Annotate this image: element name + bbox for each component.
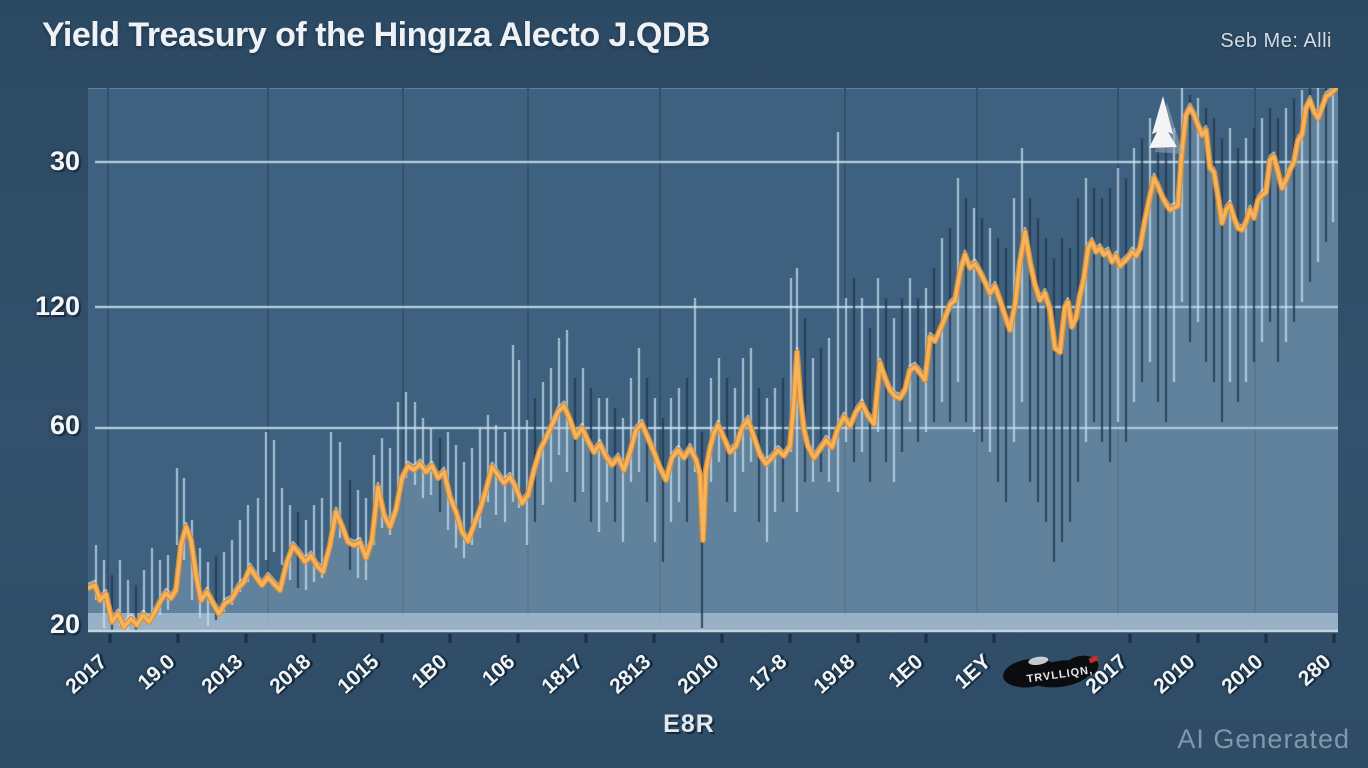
plot-area — [88, 88, 1338, 632]
header-note: Seb Me: Alli — [1220, 30, 1332, 52]
y-tick-label: 30 — [49, 146, 80, 176]
y-tick-label: 20 — [49, 609, 80, 639]
page-title: Yield Treasury of the Hingıza Alecto J.Q… — [42, 16, 710, 54]
axis-blob-sticker: TRVLLIQN, — [1003, 655, 1099, 688]
blob-red-accent — [1088, 655, 1099, 664]
arrow-up-icon — [1149, 96, 1177, 148]
axis-band — [88, 613, 1338, 631]
y-tick-label: 120 — [34, 291, 80, 321]
yield-line — [88, 88, 1338, 629]
ai-generated-watermark: AI Generated — [1177, 724, 1350, 754]
y-tick-label: 60 — [49, 410, 80, 440]
x-axis-title: E8R — [663, 710, 715, 738]
